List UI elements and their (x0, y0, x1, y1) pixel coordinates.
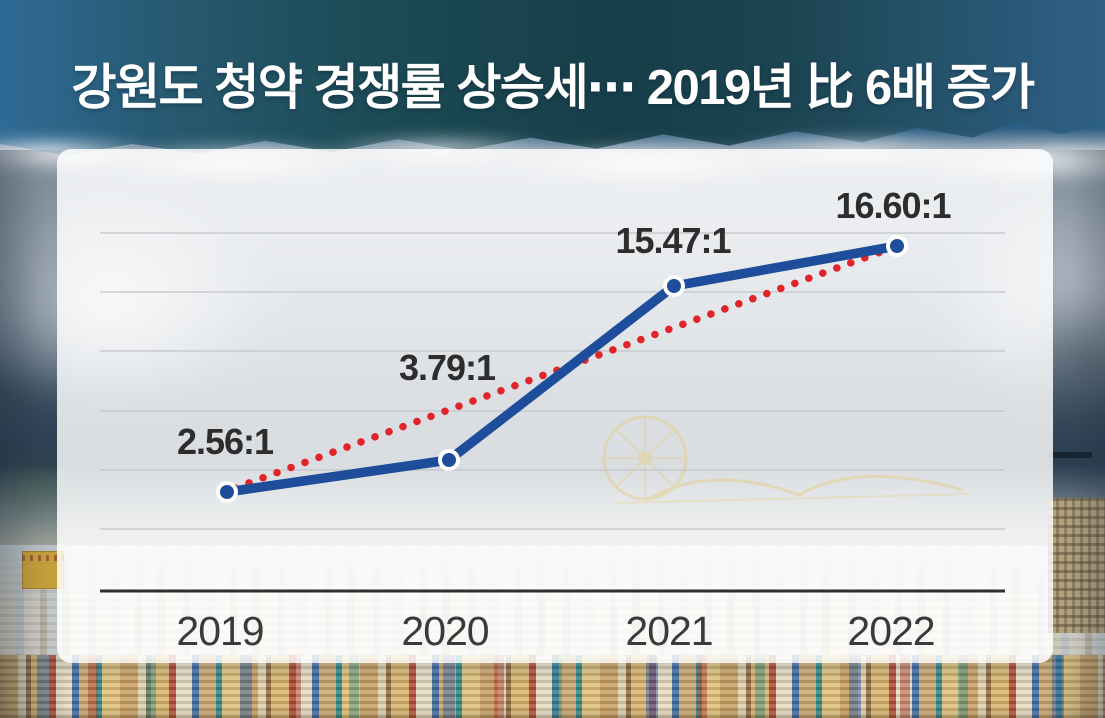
data-point-2021 (663, 275, 685, 297)
x-tick-2021: 2021 (625, 608, 712, 654)
headline: 강원도 청약 경쟁률 상승세⋯ 2019년 比 6배 증가 (71, 61, 1035, 115)
line-chart: 2.56:1 3.79:1 15.47:1 16.60:1 2019 2020 … (100, 185, 1005, 654)
data-point-2019 (216, 481, 238, 503)
right-edge-shade (1045, 150, 1105, 718)
x-tick-2019: 2019 (176, 608, 263, 654)
trend-line (231, 242, 901, 492)
markers (216, 235, 908, 503)
chart-panel: 2.56:1 3.79:1 15.47:1 16.60:1 2019 2020 … (57, 149, 1053, 663)
value-label-2022: 16.60:1 (835, 185, 951, 226)
ferris-wheel-bridge-decor (602, 415, 970, 504)
data-point-2020 (438, 449, 460, 471)
foreground-cityscape (0, 655, 1105, 718)
apartment-tower (1048, 498, 1105, 633)
x-tick-2022: 2022 (847, 608, 934, 654)
value-label-2020: 3.79:1 (399, 347, 496, 388)
x-tick-2020: 2020 (401, 608, 488, 654)
gridlines (100, 232, 1005, 530)
value-label-2019: 2.56:1 (177, 421, 274, 462)
data-point-2022 (886, 235, 908, 257)
value-label-2021: 15.47:1 (615, 220, 731, 261)
ship-silhouette (1046, 452, 1092, 458)
series-line (222, 241, 902, 497)
